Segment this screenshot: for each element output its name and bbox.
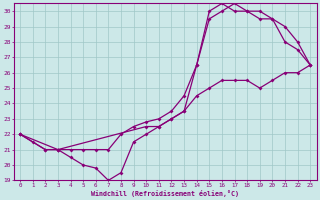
- X-axis label: Windchill (Refroidissement éolien,°C): Windchill (Refroidissement éolien,°C): [91, 190, 239, 197]
